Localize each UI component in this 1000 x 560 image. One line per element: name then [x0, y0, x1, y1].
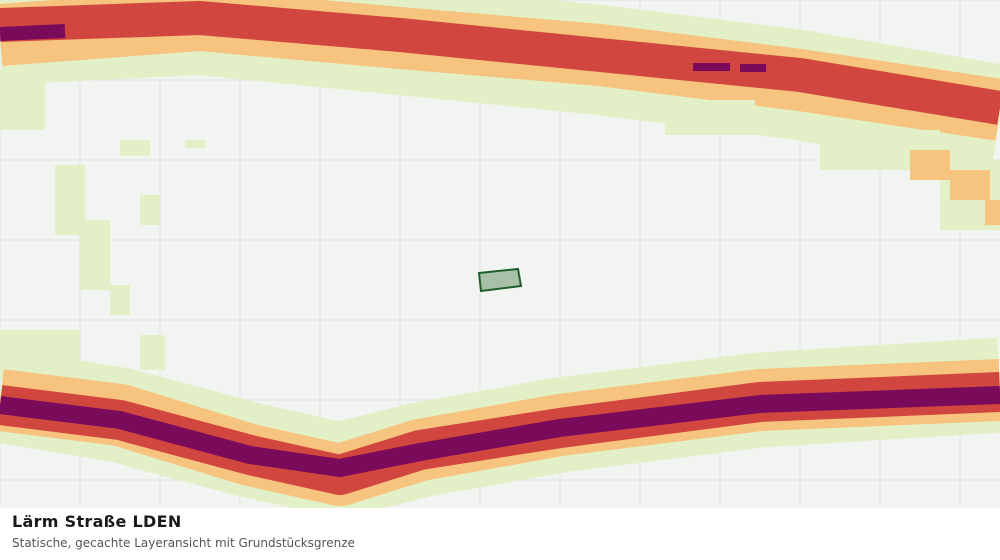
map-subtitle: Statische, gecachte Layeransicht mit Gru…	[12, 536, 355, 550]
parcel-boundary[interactable]	[477, 267, 523, 293]
noise-zone-65	[0, 1, 1000, 125]
noise-zone-70	[0, 386, 1000, 477]
noise-band-south	[0, 337, 1000, 508]
noise-zone-60-patches	[910, 150, 1000, 225]
patch	[80, 220, 110, 290]
patch	[120, 140, 150, 156]
patch	[985, 200, 1000, 225]
map-title: Lärm Straße LDEN	[12, 512, 182, 531]
patch	[140, 335, 165, 370]
noise-band-north	[0, 0, 1000, 175]
patch	[665, 100, 755, 135]
patch	[950, 170, 990, 200]
patch	[110, 285, 130, 315]
noise-zone-70	[0, 24, 66, 41]
patch	[910, 150, 950, 180]
caption: Lärm Straße LDEN Statische, gecachte Lay…	[12, 512, 988, 550]
noise-zone-70	[693, 63, 766, 72]
patch	[185, 140, 205, 148]
map	[0, 0, 1000, 508]
patch	[140, 195, 160, 225]
patch	[0, 70, 45, 130]
